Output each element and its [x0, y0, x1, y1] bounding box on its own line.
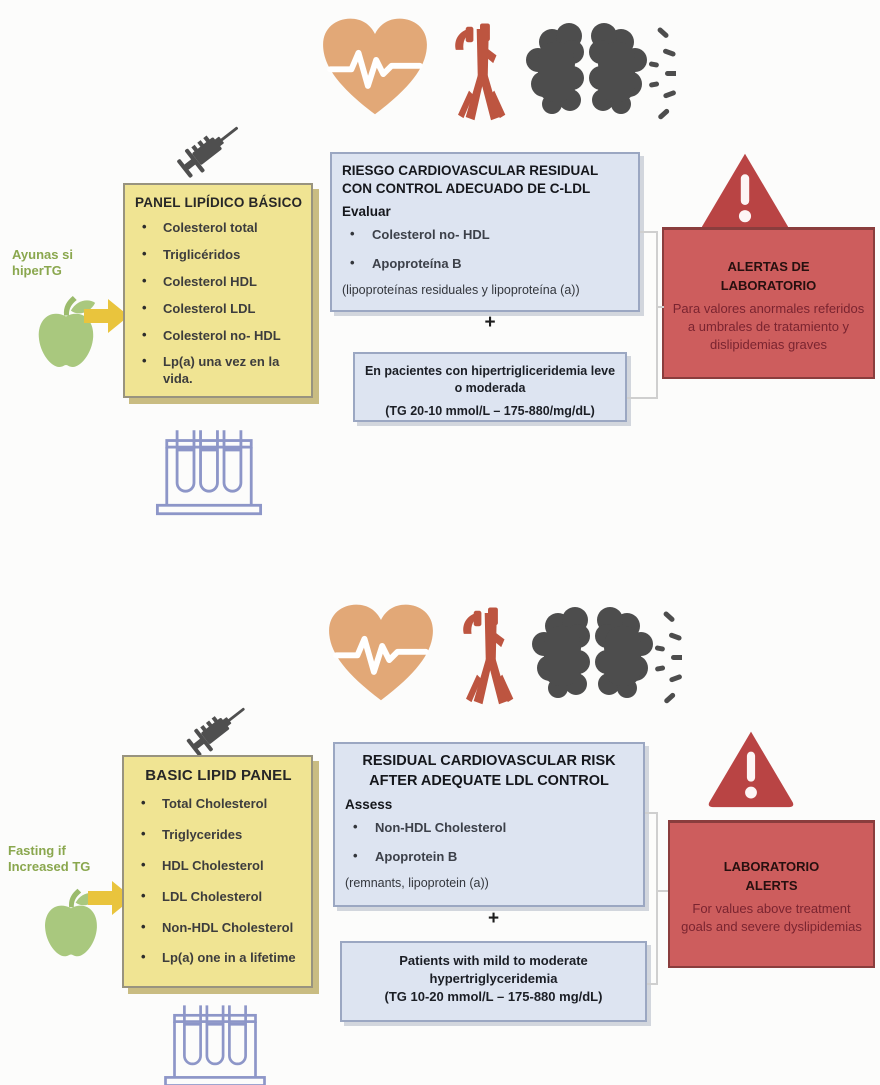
test-tube-rack-icon [148, 424, 270, 519]
alert-title: LABORATORIO ALERTS [723, 859, 820, 894]
basic-lipid-panel-box: PANEL LIPÍDICO BÁSICO Colesterol total T… [123, 183, 313, 398]
heart-ecg-icon [316, 12, 434, 122]
panel-item: LDL Cholesterol [134, 888, 303, 906]
panel-item: Lp(a) one in a lifetime [134, 949, 303, 967]
fasting-note-line2: hiperTG [12, 263, 62, 279]
panel-item: Non-HDL Cholesterol [134, 919, 303, 937]
fasting-note-line1: Ayunas si [12, 247, 73, 262]
risk-item: Colesterol no- HDL [342, 226, 628, 242]
residual-risk-box: RIESGO CARDIOVASCULAR RESIDUAL CON CONTR… [330, 152, 640, 312]
risk-item-list: Non-HDL Cholesterol Apoprotein B [345, 819, 633, 864]
plus-sign: + [484, 312, 496, 333]
connector-line [656, 812, 658, 985]
heart-ecg-icon [322, 598, 440, 708]
panel-item: Triglycerides [134, 826, 303, 844]
risk-note: (lipoproteínas residuales y lipoproteína… [342, 283, 580, 298]
connector-line [647, 983, 658, 985]
connector-line [640, 231, 658, 233]
connector-line [656, 890, 668, 892]
artery-icon [448, 602, 528, 712]
panel-title: BASIC LIPID PANEL [145, 767, 292, 784]
tg-box-line1: En pacientes con hipertrigliceridemia le… [364, 364, 616, 395]
lab-alert-box: ALERTAS DE LABORATORIO Para valores anor… [662, 227, 875, 379]
risk-item: Apoproteína B [342, 255, 628, 271]
tg-box-line2: (TG 20-10 mmol/L – 175-880/mg/dL) [385, 403, 595, 418]
warning-triangle-icon [704, 728, 798, 808]
test-tube-rack-icon [156, 1000, 274, 1085]
basic-lipid-panel-box: BASIC LIPID PANEL Total Cholesterol Trig… [122, 755, 313, 988]
alert-body: For values above treatment goals and sev… [681, 901, 862, 935]
assess-label: Evaluar [342, 204, 391, 220]
fasting-note: Fasting if Increased TG [8, 843, 118, 876]
risk-box-title: RIESGO CARDIOVASCULAR RESIDUAL CON CONTR… [342, 163, 599, 197]
syringe-icon [158, 106, 264, 190]
artery-icon [440, 18, 520, 128]
connector-line [627, 397, 657, 399]
risk-item: Apoprotein B [345, 848, 633, 864]
alert-body: Para valores anormales referidos a umbra… [672, 301, 865, 353]
residual-risk-box: RESIDUAL CARDIOVASCULAR RISK AFTER ADEQU… [333, 742, 645, 907]
hypertriglyceridemia-box: En pacientes con hipertrigliceridemia le… [353, 352, 627, 422]
panel-item: HDL Cholesterol [134, 857, 303, 875]
risk-box-title: RESIDUAL CARDIOVASCULAR RISK AFTER ADEQU… [362, 753, 616, 789]
fasting-note-line1: Fasting if [8, 843, 66, 858]
panel-item: Total Cholesterol [134, 795, 303, 813]
panel-title: PANEL LIPÍDICO BÁSICO [135, 195, 303, 210]
panel-item: Colesterol LDL [135, 300, 303, 318]
brain-impact-icon [530, 604, 682, 714]
tg-box-line1: Patients with mild to moderate hypertrig… [399, 953, 588, 986]
hypertriglyceridemia-box: Patients with mild to moderate hypertrig… [340, 941, 647, 1022]
plus-sign: + [487, 908, 500, 929]
panel-item: Colesterol no- HDL [135, 327, 303, 345]
panel-item: Colesterol total [135, 219, 303, 237]
panel-item: Colesterol HDL [135, 273, 303, 291]
fasting-note-line2: Increased TG [8, 859, 91, 875]
connector-line [656, 231, 658, 399]
panel-item: Lp(a) una vez en la vida. [135, 353, 303, 388]
connector-line [656, 306, 664, 308]
connector-line [645, 812, 658, 814]
panel-item: Triglicéridos [135, 246, 303, 264]
assess-label: Assess [345, 797, 393, 813]
brain-impact-icon [524, 20, 676, 130]
risk-item: Non-HDL Cholesterol [345, 819, 633, 835]
alert-title: ALERTAS DE LABORATORIO [720, 259, 817, 294]
lab-alert-box: LABORATORIO ALERTS For values above trea… [668, 820, 875, 968]
panel-item-list: Colesterol total Triglicéridos Colestero… [135, 219, 303, 388]
risk-item-list: Colesterol no- HDL Apoproteína B [342, 226, 628, 271]
risk-note: (remnants, lipoprotein (a)) [345, 876, 489, 891]
fasting-note: Ayunas si hiperTG [12, 247, 112, 280]
panel-item-list: Total Cholesterol Triglycerides HDL Chol… [134, 795, 303, 967]
tg-box-line2: (TG 10-20 mmol/L – 175-880 mg/dL) [384, 989, 603, 1005]
warning-triangle-icon [698, 150, 792, 232]
